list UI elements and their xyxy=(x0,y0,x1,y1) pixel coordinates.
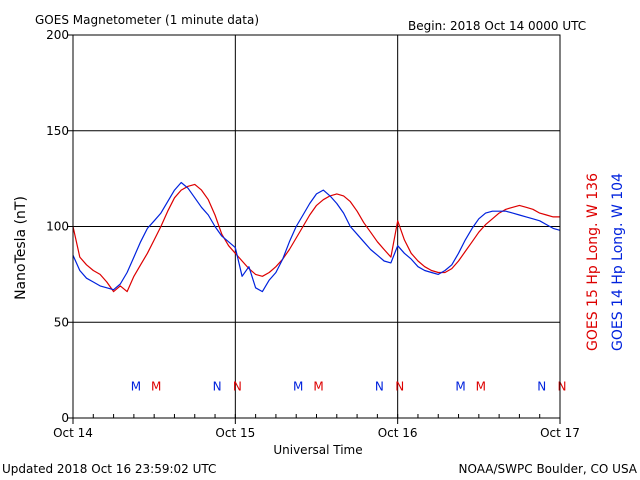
y-tick-label: 50 xyxy=(54,315,69,329)
plot-frame xyxy=(72,34,561,419)
noon-marker: N xyxy=(233,379,242,393)
begin-time: Begin: 2018 Oct 14 0000 UTC xyxy=(408,19,586,33)
noon-marker: N xyxy=(375,379,384,393)
midnight-marker: M xyxy=(131,379,141,393)
source-text: NOAA/SWPC Boulder, CO USA xyxy=(459,462,638,476)
tick-labels: 0 50 100 150 200 Oct 14 Oct 15 Oct 16 Oct 17 xyxy=(46,28,580,440)
y-tick-label: 150 xyxy=(46,124,69,138)
y-tick-label: 100 xyxy=(46,220,69,234)
x-tick-label: Oct 15 xyxy=(215,426,255,440)
y-tick-label: 0 xyxy=(61,411,69,425)
noon-marker: N xyxy=(395,379,404,393)
grid xyxy=(73,35,560,418)
updated-text: Updated 2018 Oct 16 23:59:02 UTC xyxy=(2,462,216,476)
midnight-marker: M xyxy=(293,379,303,393)
y-tick-label: 200 xyxy=(46,28,69,42)
chart-title: GOES Magnetometer (1 minute data) xyxy=(35,13,259,27)
midnight-marker: M xyxy=(476,379,486,393)
x-tick-label: Oct 14 xyxy=(53,426,93,440)
noon-marker: N xyxy=(558,379,567,393)
series-goes15-line xyxy=(72,183,560,293)
y-axis-label: NanoTesla (nT) xyxy=(13,196,29,300)
series-lines xyxy=(72,181,561,293)
legend-goes15: GOES 15 Hp Long. W 136 xyxy=(585,173,601,351)
legend-goes14: GOES 14 Hp Long. W 104 xyxy=(610,173,626,351)
series-goes14-line xyxy=(72,181,561,293)
noon-marker: N xyxy=(537,379,546,393)
x-axis-label: Universal Time xyxy=(273,443,362,457)
noon-marker: N xyxy=(213,379,222,393)
x-tick-label: Oct 17 xyxy=(540,426,580,440)
midnight-marker: M xyxy=(151,379,161,393)
midnight-marker: M xyxy=(455,379,465,393)
midnight-marker: M xyxy=(313,379,323,393)
x-tick-label: Oct 16 xyxy=(378,426,418,440)
